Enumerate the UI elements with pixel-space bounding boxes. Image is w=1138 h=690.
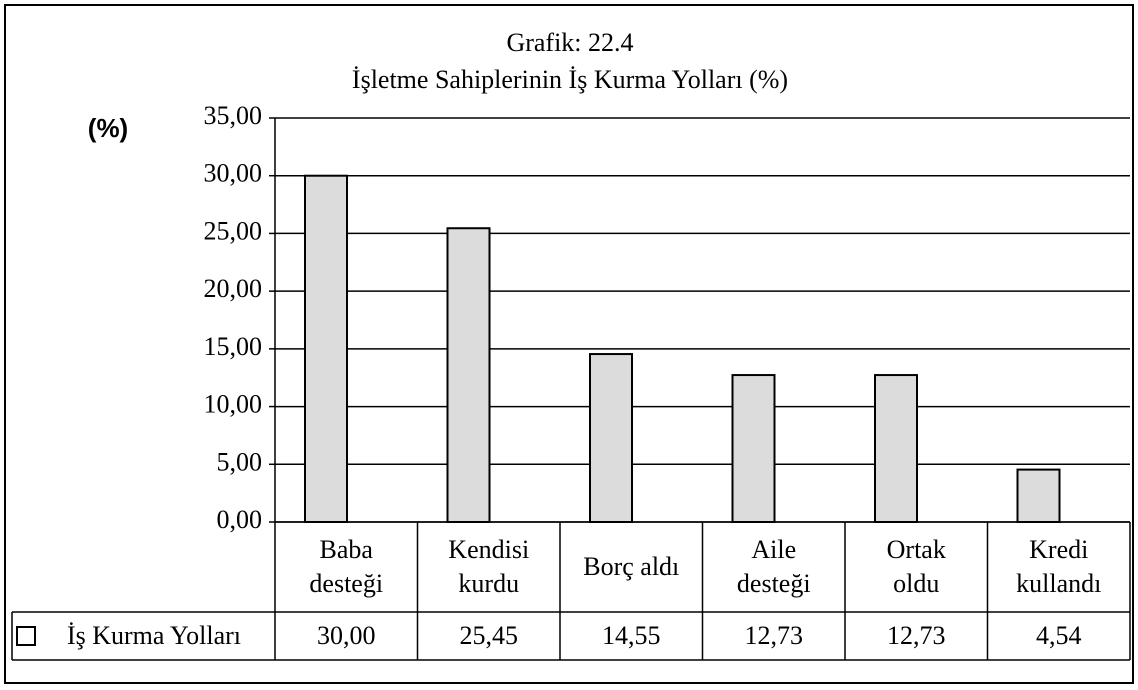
x-tick-label: Borç aldı [560,522,703,612]
value-label-text: 12,73 [887,621,946,650]
value-label: 12,73 [845,612,988,660]
bar [874,374,918,523]
x-tick-label-text: Baba desteği [309,535,384,598]
y-tick-label: 30,00 [204,159,263,188]
value-label-text: 25,45 [459,621,519,650]
legend-label-text: İş Kurma Yolları [66,621,242,650]
x-tick-label-text: Borç aldı [583,552,680,581]
value-label-text: 4,54 [1036,621,1082,650]
y-tick-label: 35,00 [204,101,263,130]
value-label: 30,00 [275,612,418,660]
value-label: 14,55 [560,612,703,660]
y-tick-label: 20,00 [204,274,263,303]
y-tick-label: 0,00 [217,505,263,534]
y-tick-label: 10,00 [204,390,263,419]
value-label: 4,54 [988,612,1131,660]
value-label-text: 14,55 [602,621,661,650]
x-tick-label: Ortak oldu [845,522,988,612]
x-tick-label: Baba desteği [275,522,418,612]
legend-label: İş Kurma Yolları [36,612,272,660]
chart-subtitle: İşletme Sahiplerinin İş Kurma Yolları (%… [352,65,788,94]
value-label: 25,45 [418,612,561,660]
x-tick-label: Kredi kullandı [988,522,1131,612]
x-tick-label-text: Ortak oldu [886,535,946,598]
x-tick-label-text: Kredi kullandı [1016,535,1102,598]
x-tick-label: Kendisi kurdu [418,522,561,612]
value-label: 12,73 [703,612,846,660]
bar [304,174,348,523]
chart-border [4,4,1134,684]
value-label-text: 12,73 [744,621,804,650]
bar [589,353,633,523]
legend-swatch [16,626,36,646]
y-tick-label: 15,00 [204,332,263,361]
x-tick-label: Aile desteği [703,522,846,612]
y-axis-label: (%) [88,113,128,143]
x-tick-label-text: Aile desteği [736,535,811,598]
y-tick-label: 25,00 [204,216,263,245]
value-label-text: 30,00 [317,621,376,650]
bar [731,374,776,523]
x-tick-label-text: Kendisi kurdu [448,535,530,598]
y-tick-label: 5,00 [217,447,263,476]
chart-title: Grafik: 22.4 [506,28,633,57]
bar [446,227,491,523]
bar [1016,468,1061,523]
